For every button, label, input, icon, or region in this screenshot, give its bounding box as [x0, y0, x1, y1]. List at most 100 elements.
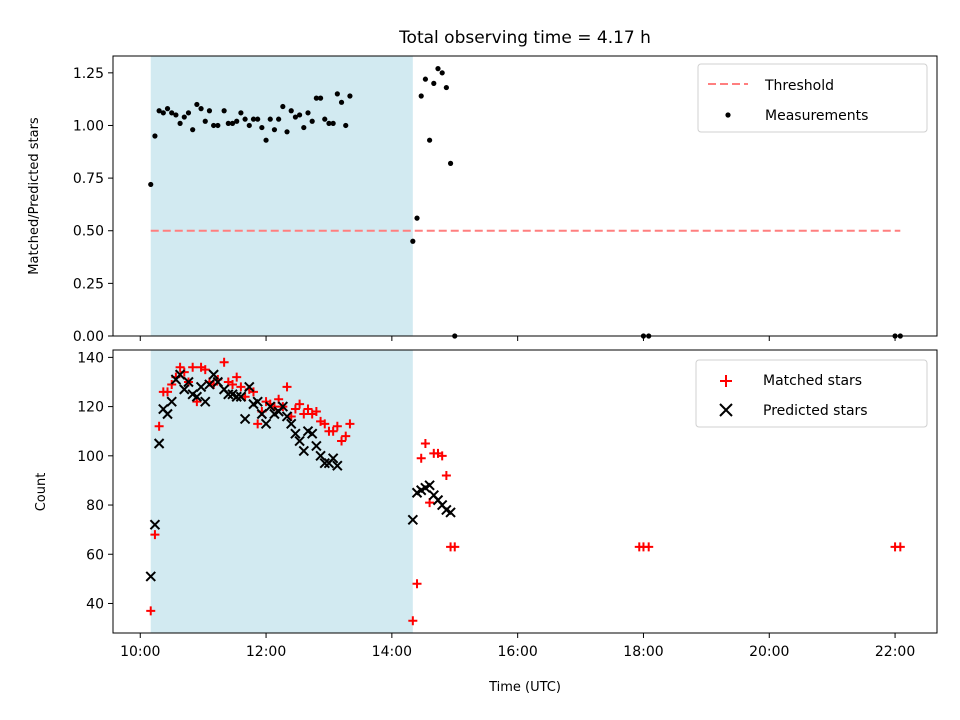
predicted-star-point — [306, 428, 318, 439]
matched-star-point — [345, 419, 355, 429]
measurement-point — [160, 110, 166, 116]
measurement-point — [225, 120, 231, 126]
predicted-star-point — [424, 480, 435, 491]
x-tick-label: 22:00 — [875, 644, 915, 660]
predicted-star-point — [265, 401, 276, 412]
ratio-y-tick-label: 0.25 — [73, 276, 104, 292]
matched-star-point — [228, 379, 238, 389]
matched-star-point — [299, 409, 309, 419]
predicted-star-point — [162, 408, 173, 420]
measurement-point — [410, 238, 416, 244]
measurement-point — [280, 103, 286, 110]
predicted-star-point — [239, 413, 251, 425]
legend-matched-swatch — [720, 375, 732, 387]
predicted-star-point — [286, 418, 297, 430]
predicted-star-point — [281, 411, 293, 422]
matched-star-point — [188, 362, 198, 372]
predicted-star-point — [277, 401, 289, 412]
measurement-point — [202, 118, 208, 124]
measurement-point — [422, 76, 429, 82]
matched-star-point — [163, 387, 173, 397]
predicted-star-point — [311, 440, 322, 452]
measurement-point — [177, 120, 183, 126]
matched-star-point — [253, 419, 263, 429]
predicted-star-point — [256, 408, 268, 420]
predicted-star-point — [244, 381, 255, 393]
measurement-point — [343, 122, 349, 129]
matched-star-point — [311, 407, 321, 417]
count-legend: Matched stars Predicted stars — [695, 359, 928, 428]
measurement-point — [267, 116, 273, 122]
measurement-point — [152, 133, 158, 139]
measurement-point — [418, 93, 424, 99]
matched-star-point — [337, 436, 347, 446]
count-panel: 40 60 80 100 120 140 10:00 12:00 14:00 16:00 18:0… — [34, 349, 938, 695]
measurement-point — [190, 127, 196, 133]
matched-star-point — [437, 451, 447, 461]
predicted-star-point — [204, 379, 215, 390]
measurement-point — [347, 93, 353, 99]
measurement-point — [439, 70, 445, 76]
measurement-point — [206, 108, 213, 114]
measurement-point — [271, 127, 278, 133]
count-y-tick-label: 60 — [86, 547, 104, 563]
measurement-point — [211, 122, 217, 129]
predicted-star-point — [445, 507, 456, 518]
measurement-point — [317, 95, 324, 101]
ratio-y-tick-label: 0.50 — [73, 224, 104, 240]
ratio-y-tick-label: 1.25 — [73, 66, 104, 82]
measurement-point — [414, 215, 420, 221]
measurement-point — [215, 122, 221, 129]
legend-measurements-swatch — [725, 112, 731, 118]
matched-star-point — [420, 439, 430, 449]
measurement-point — [238, 110, 244, 116]
measurement-point — [435, 66, 441, 72]
predicted-star-point — [208, 369, 219, 380]
legend-matched-label: Matched stars — [763, 373, 862, 389]
measurement-point — [263, 137, 269, 143]
matched-star-point — [167, 379, 177, 389]
measurement-point — [297, 112, 303, 118]
legend-predicted-label: Predicted stars — [763, 403, 868, 419]
count-y-tick-label: 100 — [77, 449, 104, 465]
predicted-star-point — [332, 460, 343, 471]
ratio-y-tick-label: 1.00 — [73, 118, 104, 134]
predicted-star-point — [195, 381, 207, 393]
x-tick-label: 20:00 — [749, 644, 789, 660]
measurement-point — [156, 108, 162, 114]
measurement-point — [234, 118, 240, 124]
legend-threshold-label: Threshold — [764, 78, 834, 94]
predicted-star-point — [200, 396, 211, 407]
ratio-legend: Threshold Measurements — [697, 63, 928, 133]
matched-star-point — [320, 419, 330, 429]
count-y-tick-label: 120 — [77, 400, 104, 416]
matched-star-point — [441, 471, 451, 481]
measurement-point — [148, 181, 154, 188]
measurement-point — [330, 120, 336, 126]
measurement-point — [313, 95, 319, 101]
measurement-point — [173, 112, 179, 118]
measurement-point — [301, 124, 307, 131]
ratio-y-tick-label: 0.00 — [73, 329, 104, 345]
predicted-star-point — [298, 445, 310, 457]
measurement-point — [198, 106, 204, 112]
measurement-point — [284, 129, 290, 135]
count-y-tick-label: 80 — [86, 498, 104, 514]
measurement-point — [309, 118, 315, 124]
matched-star-point — [450, 542, 460, 552]
measurement-point — [169, 110, 175, 116]
x-axis-label: Time (UTC) — [488, 680, 561, 695]
x-tick-label: 18:00 — [623, 644, 663, 660]
matched-star-point — [290, 404, 300, 414]
matched-star-point — [303, 404, 313, 414]
measurement-point — [447, 160, 454, 166]
measurement-point — [246, 122, 252, 129]
matched-star-point — [416, 453, 426, 463]
measurement-point — [326, 120, 332, 126]
ratio-y-tick-label: 0.75 — [73, 171, 104, 187]
matched-star-point — [175, 362, 185, 372]
predicted-star-point — [166, 396, 177, 407]
chart-title: Total observing time = 4.17 h — [398, 28, 651, 48]
measurement-point — [338, 99, 345, 105]
